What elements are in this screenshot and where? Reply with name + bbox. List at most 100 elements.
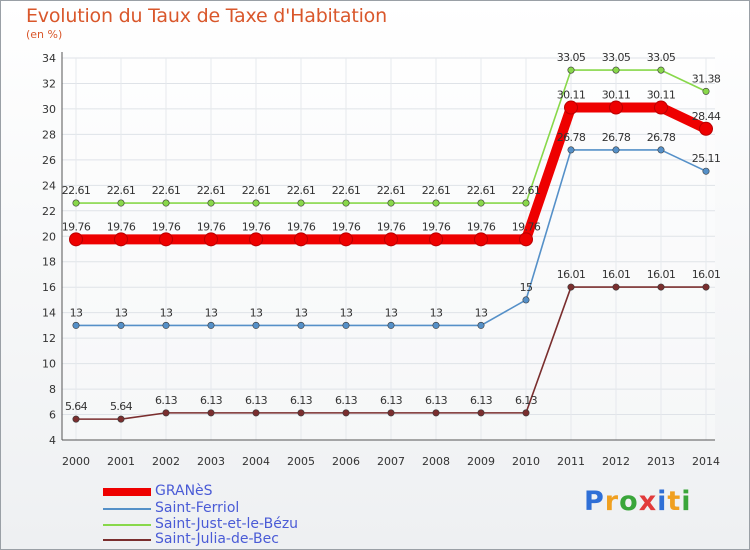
data-label-granes: 19.76 (467, 220, 496, 233)
data-point-saint-ferriol (72, 321, 80, 329)
data-label-saint-ferriol: 13 (70, 306, 83, 319)
data-point-saint-ferriol (657, 146, 665, 154)
data-point-granes (249, 232, 263, 247)
data-label-saint-ferriol: 13 (115, 306, 128, 319)
data-point-saint-julia (657, 283, 665, 291)
data-point-saint-ferriol (117, 321, 125, 329)
data-label-saint-julia: 16.01 (692, 268, 721, 281)
data-label-saint-just: 33.05 (602, 51, 631, 64)
data-label-granes: 19.76 (62, 220, 91, 233)
data-point-saint-just (702, 87, 710, 95)
y-tick-label: 32 (42, 77, 56, 90)
data-point-saint-julia (567, 283, 575, 291)
data-point-saint-just (162, 199, 170, 207)
x-tick-label: 2008 (422, 455, 450, 468)
data-label-saint-julia: 6.13 (290, 394, 313, 407)
legend-label-saint-ferriol: Saint-Ferriol (155, 500, 240, 516)
data-label-granes: 19.76 (152, 220, 181, 233)
data-label-saint-julia: 6.13 (470, 394, 493, 407)
data-label-saint-ferriol: 13 (295, 306, 308, 319)
legend-swatch-saint-just (103, 524, 151, 526)
data-label-granes: 19.76 (287, 220, 316, 233)
data-point-saint-just (567, 66, 575, 74)
legend-swatch-saint-ferriol (103, 508, 151, 510)
x-tick-label: 2000 (62, 455, 90, 468)
data-label-granes: 28.44 (692, 110, 721, 123)
data-label-saint-just: 22.61 (242, 184, 271, 197)
data-label-granes: 30.11 (602, 89, 631, 102)
data-label-saint-julia: 6.13 (515, 394, 538, 407)
data-label-saint-ferriol: 13 (475, 306, 488, 319)
data-point-saint-julia (477, 409, 485, 417)
data-label-saint-julia: 6.13 (335, 394, 358, 407)
data-label-granes: 19.76 (242, 220, 271, 233)
x-tick-label: 2014 (692, 455, 720, 468)
data-point-saint-julia (432, 409, 440, 417)
data-label-saint-julia: 16.01 (647, 268, 676, 281)
data-point-saint-ferriol (612, 146, 620, 154)
legend-label-saint-just: Saint-Just-et-le-Bézu (155, 516, 299, 532)
x-tick-label: 2001 (107, 455, 135, 468)
data-point-saint-julia (207, 409, 215, 417)
data-label-saint-ferriol: 13 (340, 306, 353, 319)
data-point-saint-julia (162, 409, 170, 417)
x-tick-label: 2007 (377, 455, 405, 468)
y-tick-label: 24 (42, 179, 56, 192)
data-point-granes (339, 232, 353, 247)
brand-logo: Proxiti (584, 486, 692, 517)
x-tick-label: 2006 (332, 455, 360, 468)
data-label-granes: 19.76 (422, 220, 451, 233)
data-label-saint-just: 22.61 (107, 184, 136, 197)
x-tick-label: 2010 (512, 455, 540, 468)
data-label-saint-ferriol: 13 (205, 306, 218, 319)
y-tick-label: 4 (49, 434, 56, 447)
x-tick-label: 2011 (557, 455, 585, 468)
x-tick-label: 2003 (197, 455, 225, 468)
data-label-saint-ferriol: 26.78 (602, 131, 631, 144)
data-point-saint-just (522, 199, 530, 207)
legend-label-granes: GRANèS (155, 483, 213, 499)
data-point-saint-julia (522, 409, 530, 417)
y-tick-label: 28 (42, 128, 56, 141)
data-label-saint-julia: 16.01 (602, 268, 631, 281)
data-label-saint-ferriol: 13 (430, 306, 443, 319)
data-label-saint-ferriol: 25.11 (692, 152, 721, 165)
y-tick-label: 20 (42, 230, 56, 243)
y-tick-label: 10 (42, 358, 56, 371)
chart-title: Evolution du Taux de Taxe d'Habitation (26, 5, 387, 27)
data-point-saint-julia (252, 409, 260, 417)
data-label-saint-just: 22.61 (422, 184, 451, 197)
data-label-saint-just: 22.61 (287, 184, 316, 197)
data-point-saint-ferriol (477, 321, 485, 329)
data-point-granes (474, 232, 488, 247)
data-label-saint-ferriol: 13 (160, 306, 173, 319)
data-label-saint-just: 33.05 (557, 51, 586, 64)
plot-area (62, 58, 715, 440)
data-label-saint-julia: 6.13 (425, 394, 448, 407)
y-tick-label: 12 (42, 332, 56, 345)
data-point-granes (519, 232, 533, 247)
data-point-granes (159, 232, 173, 247)
data-point-saint-julia (72, 415, 80, 423)
y-tick-label: 16 (42, 281, 56, 294)
data-point-granes (699, 121, 713, 136)
data-point-granes (564, 100, 578, 115)
data-label-saint-julia: 6.13 (200, 394, 223, 407)
data-label-granes: 19.76 (377, 220, 406, 233)
data-point-saint-julia (612, 283, 620, 291)
x-tick-label: 2009 (467, 455, 495, 468)
data-label-granes: 30.11 (557, 89, 586, 102)
data-point-granes (609, 100, 623, 115)
data-label-saint-just: 22.61 (62, 184, 91, 197)
data-label-saint-just: 22.61 (332, 184, 361, 197)
data-label-saint-julia: 5.64 (110, 400, 133, 413)
data-point-granes (429, 232, 443, 247)
data-point-saint-just (342, 199, 350, 207)
data-label-saint-ferriol: 15 (520, 281, 533, 294)
data-label-saint-julia: 6.13 (245, 394, 268, 407)
data-point-saint-just (117, 199, 125, 207)
y-tick-label: 18 (42, 256, 56, 269)
data-point-granes (69, 232, 83, 247)
legend-swatch-saint-julia (103, 539, 151, 541)
